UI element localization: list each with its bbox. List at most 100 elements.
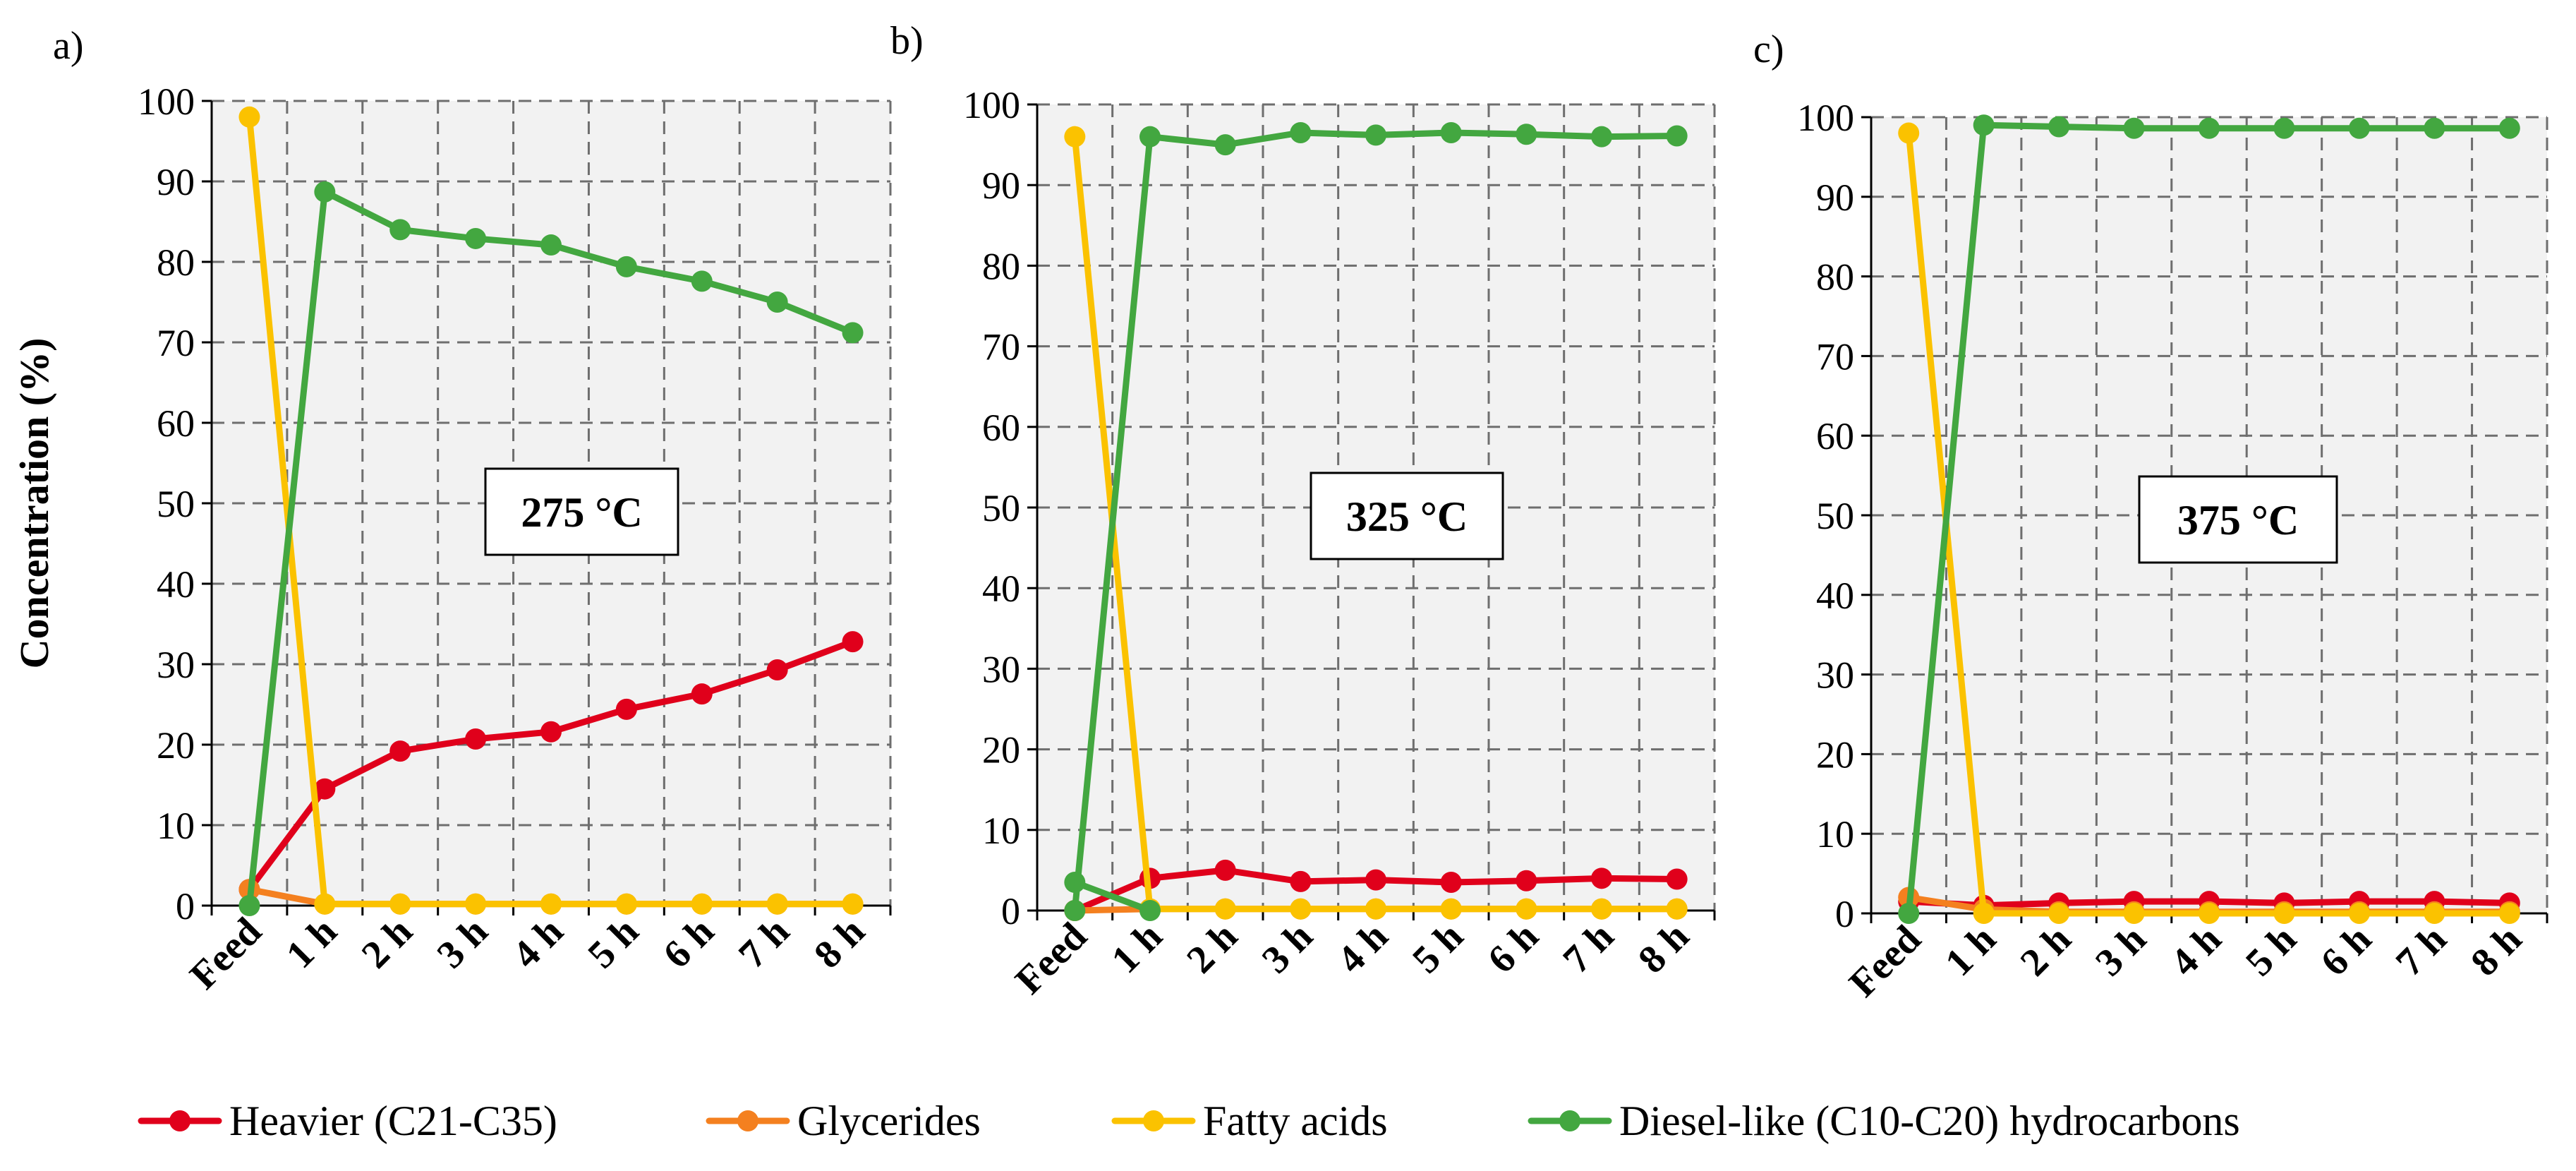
legend-item-fatty-acids: Fatty acids [1111,1098,1388,1144]
y-tick-label: 10 [1816,813,1854,855]
y-tick-label: 60 [1816,415,1854,457]
data-point [2348,117,2370,139]
data-point [1666,868,1688,890]
series-heavier-c21-c35 [1064,859,1688,921]
data-point [465,227,487,249]
data-point [615,256,637,277]
y-tick-label: 30 [982,648,1020,690]
y-tick-label: 20 [157,724,195,767]
annotation-box [2138,475,2338,564]
y-tick-label: 50 [982,487,1020,529]
data-point [1290,121,1312,143]
legend-label: Glycerides [797,1098,981,1144]
legend-swatch-marker [1559,1110,1580,1131]
data-point [842,322,864,344]
y-tick-label: 30 [1816,654,1854,697]
data-point [2348,903,2370,924]
data-point [1973,114,1995,136]
data-point [1440,121,1462,143]
x-tick-label: 1 h [1103,914,1171,982]
data-point [766,292,788,313]
y-tick-label: 90 [1816,176,1854,219]
data-point [1290,870,1312,892]
temperature-annotation: 375 °C [2177,497,2299,544]
y-tick-label: 0 [1001,890,1020,932]
data-point [2424,117,2445,139]
data-point [1898,122,1920,144]
data-point [1064,900,1086,921]
x-tick-label: 3 h [429,909,497,977]
x-tick-label: 7 h [730,909,798,977]
y-tick-label: 20 [982,729,1020,771]
panel-label: b) [890,19,924,63]
legend-item-diesel-like-c10-c20-hydrocarbons: Diesel-like (C10-C20) hydrocarbons [1528,1098,2240,1144]
data-point [314,893,336,915]
data-point [1139,900,1161,921]
annotation-box [484,467,679,556]
y-tick-label: 40 [1816,575,1854,617]
data-point [766,659,788,680]
y-axis-label: Concentration (%) [11,338,57,669]
y-tick-label: 100 [963,84,1020,126]
y-tick-label: 90 [157,161,195,203]
data-point [540,234,562,256]
data-point [1440,872,1462,894]
x-tick-label: 3 h [2087,917,2155,985]
x-tick-label: 5 h [580,909,648,977]
data-point [2199,117,2220,139]
data-point [238,895,260,916]
data-point [540,893,562,915]
y-tick-label: 60 [982,407,1020,449]
legend-swatch-marker [169,1110,191,1131]
data-point [540,721,562,743]
series-diesel-like-c10-c20-hydrocarbons [238,181,864,916]
data-point [1591,126,1612,148]
legend-label: Fatty acids [1203,1098,1388,1144]
data-point [238,106,260,128]
data-point [389,893,411,915]
x-tick-label: 8 h [2462,917,2530,985]
y-tick-label: 60 [157,402,195,445]
data-point [615,893,637,915]
gridlines [1037,103,1716,911]
data-point [1666,898,1688,920]
data-point [842,631,864,653]
data-point [465,728,487,750]
data-point [1214,859,1236,881]
y-tick-label: 100 [138,80,195,123]
data-point [691,893,713,915]
data-point [1591,898,1612,920]
legend-label: Heavier (C21-C35) [229,1098,557,1144]
data-point [1365,124,1386,146]
data-point [1440,898,1462,920]
data-point [389,740,411,762]
series-line [1071,879,1154,914]
x-tick-label: Feed [1007,914,1095,1002]
annotation-box [1310,472,1504,560]
y-tick-label: 80 [1816,256,1854,299]
series-diesel-like-c10-c20-hydrocarbons [1898,114,2520,924]
data-point [1973,903,1995,924]
legend-swatch-marker [737,1110,758,1131]
data-point [1666,125,1688,147]
legend-item-heavier-c21-c35: Heavier (C21-C35) [138,1098,557,1144]
x-tick-label: 1 h [278,909,346,977]
data-point [2273,117,2295,139]
data-point [1516,870,1537,891]
data-point [766,893,788,915]
data-point [691,683,713,705]
y-tick-label: 80 [982,245,1020,287]
series-fatty-acids [1898,122,2520,924]
data-point [314,181,336,203]
data-point [1214,134,1236,156]
y-tick-label: 40 [157,563,195,606]
y-tick-label: 50 [1816,495,1854,537]
x-tick-label: 2 h [353,909,421,977]
x-tick-label: 4 h [2163,917,2230,985]
data-point [1365,869,1386,891]
data-point [1898,903,1920,924]
